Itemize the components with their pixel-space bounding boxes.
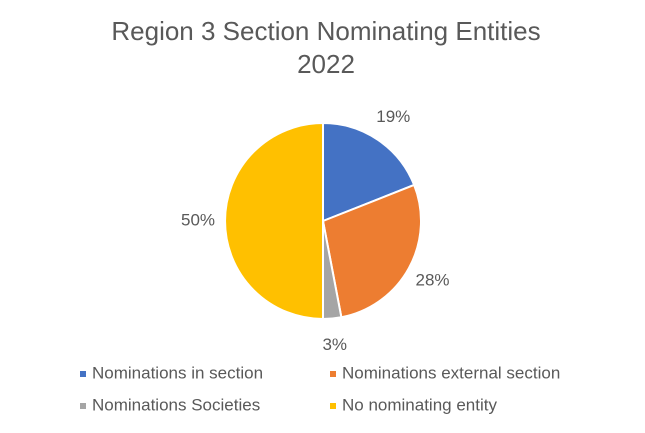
legend-swatch [330, 403, 336, 409]
data-label: 28% [416, 271, 450, 290]
pie-slice [322, 121, 416, 223]
legend-label: Nominations external section [342, 363, 560, 382]
chart-title: 2022 [297, 49, 355, 79]
legend-label: No nominating entity [342, 395, 497, 414]
data-label: 3% [322, 335, 347, 354]
legend-swatch [330, 371, 336, 377]
pie-slice [224, 121, 324, 321]
legend-label: Nominations Societies [92, 395, 260, 414]
data-label: 19% [376, 107, 410, 126]
pie-slice [321, 183, 422, 319]
legend-swatch [80, 371, 86, 377]
legend-label: Nominations in section [92, 363, 263, 382]
legend-swatch [80, 403, 86, 409]
chart-title: Region 3 Section Nominating Entities [111, 16, 540, 46]
data-label: 50% [181, 210, 215, 229]
